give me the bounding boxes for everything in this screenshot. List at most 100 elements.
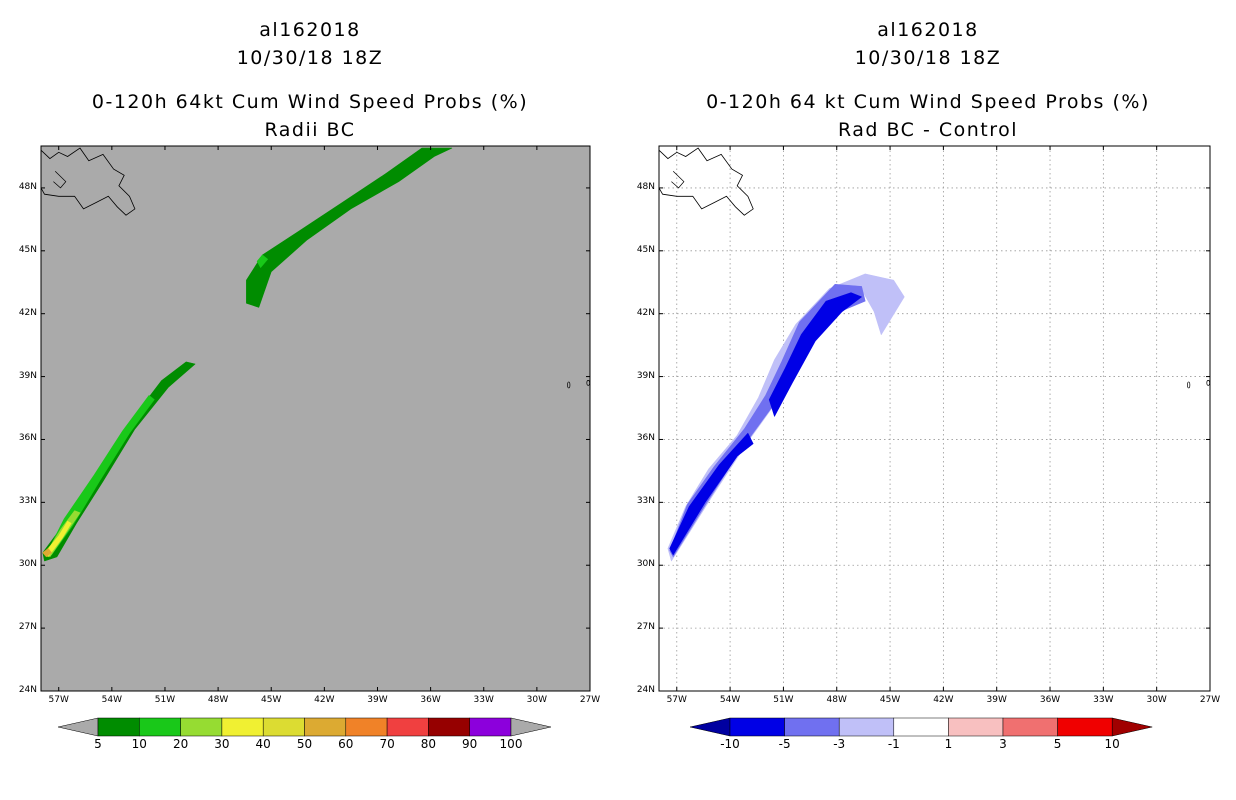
right-title: al162018 10/30/18 18Z 0-120h 64 kt Cum W… (618, 16, 1236, 144)
left-title-line-2: 10/30/18 18Z (236, 47, 384, 69)
azores-island (567, 381, 571, 389)
right-title-line-2: 10/30/18 18Z (854, 47, 1002, 69)
lat-tick-label: 42N (18, 307, 37, 318)
colorbar-label: -10 (720, 737, 740, 751)
colorbar-swatch (386, 717, 429, 737)
colorbar-label: 100 (499, 737, 523, 751)
lon-tick-label: 27W (579, 695, 601, 705)
lat-tick-label: 36N (636, 433, 655, 444)
lat-tick-label: 39N (636, 370, 655, 381)
colorbar-start-arrow (57, 717, 99, 737)
lon-tick-label: 54W (101, 695, 122, 705)
lon-tick-label: 51W (154, 695, 176, 705)
colorbar-label: 80 (420, 737, 437, 751)
left-title-line-1: al162018 (259, 19, 361, 41)
lon-tick-label: 42W (314, 695, 335, 705)
region-diff-mid (669, 283, 866, 558)
map-background (659, 146, 1210, 691)
lon-tick-label: 45W (879, 695, 901, 705)
lat-tick-label: 45N (636, 244, 655, 255)
colorbar-label: 50 (296, 737, 313, 751)
colorbar-end-arrow (510, 717, 552, 737)
region-diff-core (669, 432, 754, 556)
colorbar-swatch (345, 717, 388, 737)
lon-tick-label: 30W (1146, 695, 1167, 705)
lon-tick-label: 27W (1199, 695, 1221, 705)
colorbar-swatch (97, 717, 140, 737)
region-sw-max (42, 548, 52, 558)
colorbar-swatch (180, 717, 223, 737)
region-ne-band (246, 147, 453, 308)
lat-tick-label: 24N (636, 685, 655, 695)
colorbar-swatch (221, 717, 264, 737)
lon-tick-label: 45W (261, 695, 282, 705)
lon-tick-label: 48W (207, 695, 229, 705)
lon-tick-label: 33W (1093, 695, 1114, 705)
region-ne-inner (256, 254, 269, 268)
lon-tick-label: 36W (420, 695, 441, 705)
colorbar-swatch (948, 717, 1004, 737)
lat-tick-label: 48N (18, 181, 37, 192)
colorbar-label: 1 (944, 737, 953, 751)
lon-tick-label: 57W (666, 695, 687, 705)
colorbar-label: 5 (1053, 737, 1062, 751)
colorbar-start-arrow (689, 717, 731, 737)
lon-tick-label: 30W (526, 695, 548, 705)
lat-tick-label: 39N (18, 370, 37, 381)
colorbar-swatch (893, 717, 949, 737)
coastline-bay (53, 170, 67, 189)
lon-tick-label: 39W (986, 695, 1007, 705)
colorbar-end-arrow (1111, 717, 1153, 737)
lat-tick-label: 24N (18, 685, 37, 695)
lat-tick-label: 36N (18, 433, 37, 444)
lat-tick-label: 48N (636, 181, 655, 192)
lat-tick-label: 30N (636, 559, 655, 570)
colorbar-swatch (304, 717, 347, 737)
right-title-line-3: 0-120h 64 kt Cum Wind Speed Probs (%) (706, 91, 1150, 113)
lon-tick-label: 39W (367, 695, 388, 705)
colorbar-swatch (784, 717, 840, 737)
lat-tick-label: 45N (18, 244, 37, 255)
lon-tick-label: 42W (933, 695, 954, 705)
colorbar-label: 3 (999, 737, 1007, 751)
panel-0 (40, 145, 591, 737)
map-frame (40, 145, 591, 692)
colorbar-label: 60 (338, 737, 354, 751)
lon-tick-label: 54W (719, 695, 741, 705)
colorbar-label: -5 (778, 737, 791, 751)
colorbar-swatch (139, 717, 181, 737)
colorbar-label: -1 (887, 737, 900, 751)
coastline-bay (671, 170, 685, 189)
colorbar-label: 5 (94, 737, 102, 751)
colorbar-label: 20 (172, 737, 189, 751)
left-title: al162018 10/30/18 18Z 0-120h 64kt Cum Wi… (0, 16, 620, 144)
lat-tick-label: 33N (18, 496, 37, 507)
lat-tick-label: 27N (636, 622, 655, 633)
colorbar-swatch (729, 717, 785, 737)
colorbar-label: -3 (833, 737, 846, 751)
colorbar-swatch (469, 717, 512, 737)
colorbar-swatch (428, 717, 470, 737)
lat-tick-label: 42N (636, 307, 655, 318)
left-title-line-3: 0-120h 64kt Cum Wind Speed Probs (%) (91, 91, 529, 113)
azores-island (1187, 381, 1191, 389)
coastline (658, 147, 754, 216)
coastline (40, 147, 136, 216)
region-diff-core-north (768, 292, 862, 417)
left-title-line-4: Radii BC (264, 119, 356, 141)
colorbar-label: 90 (462, 737, 478, 751)
right-title-line-1: al162018 (877, 19, 979, 41)
lon-tick-label: 33W (473, 695, 494, 705)
colorbar-label: 10 (131, 737, 147, 751)
colorbar-label: 30 (214, 737, 230, 751)
lat-tick-label: 30N (18, 559, 37, 570)
lat-tick-label: 27N (18, 622, 37, 633)
right-title-line-4: Rad BC - Control (837, 119, 1019, 141)
colorbar-label: 10 (1104, 737, 1120, 751)
lon-tick-label: 36W (1039, 695, 1061, 705)
colorbar-label: 40 (255, 737, 271, 751)
colorbar-swatch (262, 717, 305, 737)
colorbar-swatch (1002, 717, 1058, 737)
lat-tick-label: 33N (636, 496, 655, 507)
